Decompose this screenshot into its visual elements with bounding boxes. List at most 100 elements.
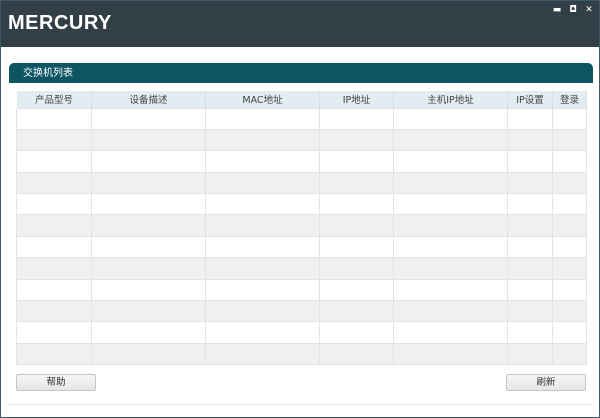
table-cell (393, 214, 508, 237)
table-cell (552, 257, 587, 280)
table-cell (507, 321, 553, 344)
table-row[interactable] (16, 214, 587, 237)
table-cell (552, 300, 587, 323)
table-cell (16, 214, 92, 237)
col-device-description: 设备描述 (91, 91, 206, 108)
table-cell (393, 278, 508, 302)
table-cell (507, 342, 553, 366)
table-cell (507, 300, 553, 323)
table-row[interactable] (16, 235, 587, 259)
help-button[interactable]: 帮助 (16, 374, 96, 391)
table-cell (393, 342, 508, 366)
table-cell (91, 278, 206, 302)
table-cell (552, 107, 587, 130)
table-row[interactable] (16, 171, 587, 195)
close-button[interactable]: ✕ (585, 5, 593, 15)
table-cell (552, 150, 587, 173)
table-cell (319, 257, 394, 280)
table-cell (393, 193, 508, 216)
table-cell (91, 193, 206, 216)
table-row[interactable] (16, 342, 587, 366)
table-row[interactable] (16, 278, 587, 302)
table-cell (205, 128, 320, 152)
table-row[interactable] (16, 150, 587, 173)
table-cell (552, 214, 587, 237)
table-cell (205, 278, 320, 302)
table-row[interactable] (16, 321, 587, 344)
col-ip-address: IP地址 (319, 91, 394, 108)
col-mac-address: MAC地址 (205, 91, 320, 108)
col-ip-settings: IP设置 (507, 91, 553, 108)
table-cell (205, 150, 320, 173)
table-cell (16, 171, 92, 195)
table-cell (552, 193, 587, 216)
table-cell (319, 171, 394, 195)
table-cell (507, 235, 553, 259)
table-cell (16, 150, 92, 173)
table-cell (393, 128, 508, 152)
table-cell (507, 150, 553, 173)
maximize-button[interactable]: ◘ (569, 5, 577, 15)
table-cell (507, 214, 553, 237)
table-row[interactable] (16, 300, 587, 323)
table-cell (205, 193, 320, 216)
table-cell (16, 257, 92, 280)
table-cell (552, 342, 587, 366)
table-cell (205, 214, 320, 237)
table-cell (319, 321, 394, 344)
switch-list-table: 产品型号 设备描述 MAC地址 IP地址 主机IP地址 IP设置 登录 (16, 91, 587, 366)
table-cell (319, 128, 394, 152)
table-cell (319, 193, 394, 216)
table-cell (393, 300, 508, 323)
panel-title: 交换机列表 (9, 63, 593, 83)
table-row[interactable] (16, 128, 587, 152)
table-cell (552, 171, 587, 195)
refresh-button[interactable]: 刷新 (506, 374, 586, 391)
table-cell (552, 235, 587, 259)
table-cell (16, 342, 92, 366)
table-cell (393, 107, 508, 130)
table-row[interactable] (16, 257, 587, 280)
table-cell (205, 342, 320, 366)
table-row[interactable] (16, 193, 587, 216)
table-cell (205, 235, 320, 259)
table-cell (393, 321, 508, 344)
table-cell (507, 257, 553, 280)
table-cell (319, 235, 394, 259)
table-cell (16, 128, 92, 152)
table-cell (507, 107, 553, 130)
table-cell (205, 107, 320, 130)
table-cell (319, 278, 394, 302)
table-cell (91, 257, 206, 280)
col-login: 登录 (552, 91, 587, 108)
table-cell (16, 300, 92, 323)
table-cell (319, 342, 394, 366)
table-cell (91, 214, 206, 237)
table-cell (552, 128, 587, 152)
table-cell (552, 321, 587, 344)
table-row[interactable] (16, 107, 587, 130)
title-bar[interactable]: MERCURY ▬ ◘ ✕ (1, 1, 599, 47)
table-cell (205, 257, 320, 280)
table-cell (205, 171, 320, 195)
table-cell (507, 278, 553, 302)
minimize-button[interactable]: ▬ (552, 5, 562, 15)
table-cell (507, 193, 553, 216)
table-cell (205, 321, 320, 344)
table-cell (393, 150, 508, 173)
table-cell (507, 171, 553, 195)
table-cell (319, 214, 394, 237)
table-header-row: 产品型号 设备描述 MAC地址 IP地址 主机IP地址 IP设置 登录 (16, 91, 587, 108)
table-cell (205, 300, 320, 323)
table-cell (393, 235, 508, 259)
table-cell (91, 321, 206, 344)
table-cell (16, 193, 92, 216)
table-cell (91, 128, 206, 152)
col-host-ip-address: 主机IP地址 (393, 91, 508, 108)
table-cell (91, 300, 206, 323)
table-cell (393, 171, 508, 195)
table-cell (91, 235, 206, 259)
table-cell (91, 107, 206, 130)
mercury-logo: MERCURY (8, 12, 112, 34)
